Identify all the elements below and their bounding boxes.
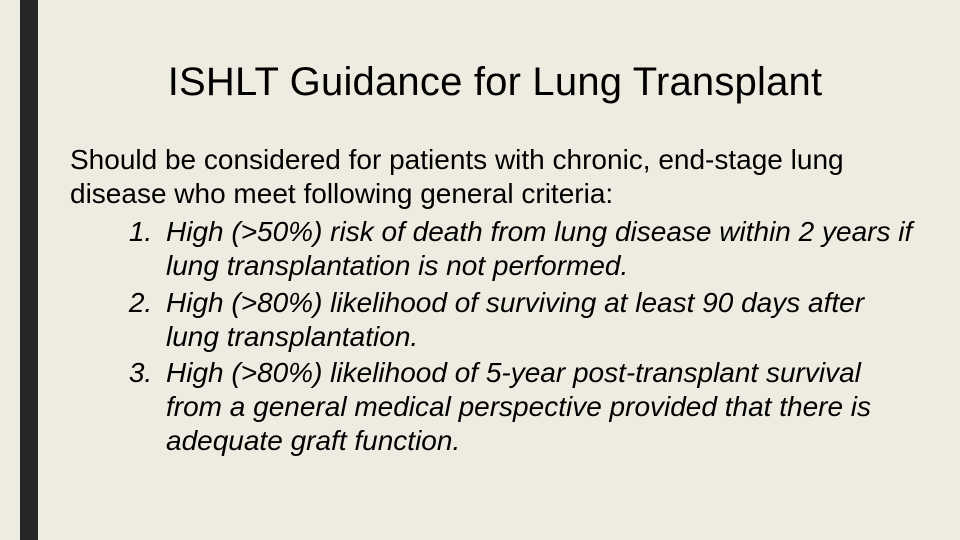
intro-text: Should be considered for patients with c…: [70, 143, 920, 211]
list-item: High (>80%) likelihood of 5-year post-tr…: [160, 356, 920, 458]
slide-content: ISHLT Guidance for Lung Transplant Shoul…: [70, 60, 920, 460]
list-item: High (>50%) risk of death from lung dise…: [160, 215, 920, 283]
list-item: High (>80%) likelihood of surviving at l…: [160, 286, 920, 354]
accent-bar: [20, 0, 38, 540]
criteria-list: High (>50%) risk of death from lung dise…: [70, 215, 920, 458]
slide-title: ISHLT Guidance for Lung Transplant: [70, 60, 920, 105]
